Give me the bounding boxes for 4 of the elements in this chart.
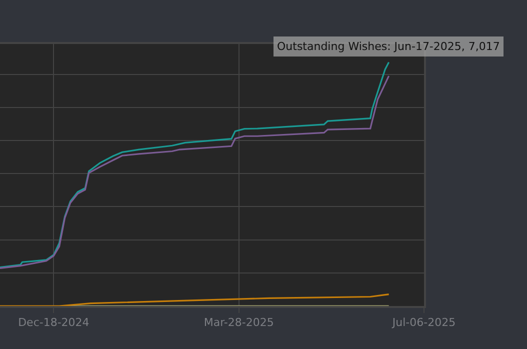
x-tick-label: Jul-06-2025 [391, 316, 456, 330]
x-tick-label: Dec-18-2024 [18, 316, 90, 330]
x-tick-label: Mar-28-2025 [204, 316, 274, 330]
annotation: Outstanding Wishes: Jun-17-2025, 7,017 [277, 40, 500, 53]
